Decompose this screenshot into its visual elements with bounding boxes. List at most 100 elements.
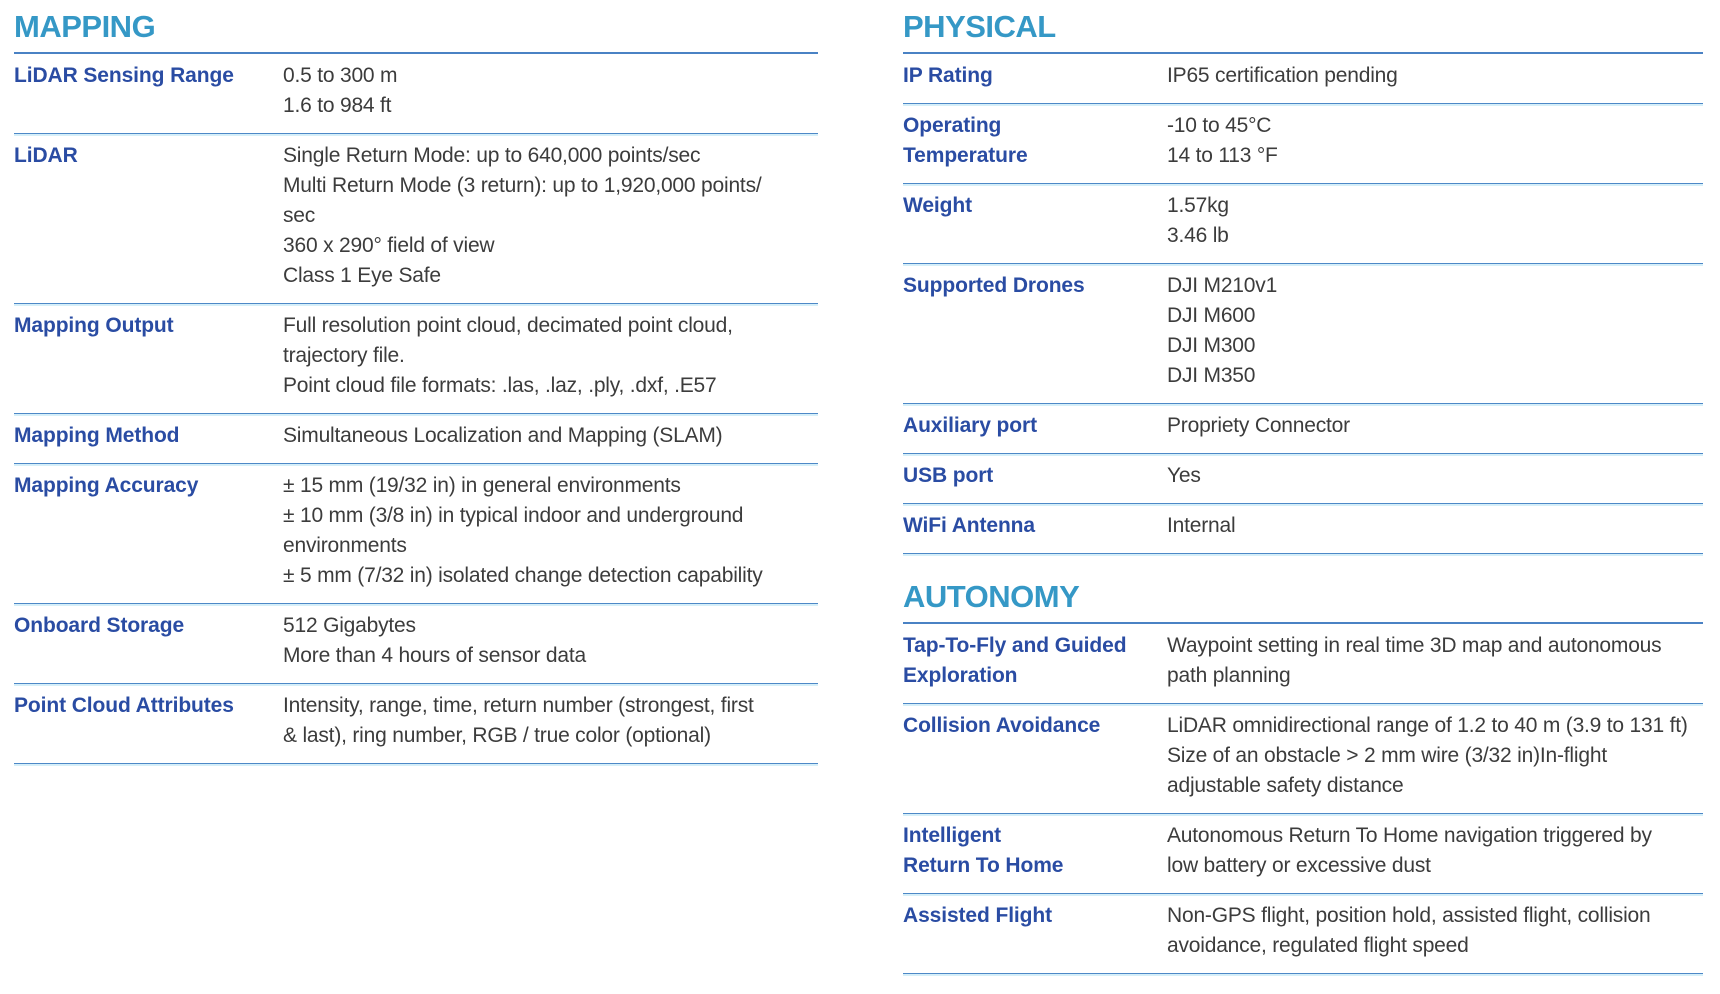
spec-value-line: sec [283,204,316,227]
spec-value-line: -10 to 45°C [1167,114,1272,137]
spec-label-line: Return To Home [903,854,1064,877]
spec-label-line: Mapping Accuracy [14,474,199,497]
spec-value: DJI M210v1 DJI M600 DJI M300 DJI M350 [1167,271,1703,391]
spec-label: IP Rating [903,61,1167,91]
spec-label-line: Mapping Output [14,314,174,337]
spec-label-line: LiDAR [14,144,78,167]
spec-value-line: environments [283,534,407,557]
spec-row: Operating Temperature -10 to 45°C 14 to 11… [903,104,1703,184]
spec-label-line: Onboard Storage [14,614,185,637]
spec-row: WiFi Antenna Internal [903,504,1703,554]
spec-value-line: ± 10 mm (3/8 in) in typical indoor and u… [283,504,744,527]
spec-value-line: Multi Return Mode (3 return): up to 1,92… [283,174,762,197]
spec-value: Intensity, range, time, return number (s… [283,691,818,751]
spec-value-line: path planning [1167,664,1291,687]
spec-label: Point Cloud Attributes [14,691,283,721]
spec-value: Full resolution point cloud, decimated p… [283,311,818,401]
spec-value-line: Internal [1167,514,1236,537]
spec-row: Weight 1.57kg 3.46 lb [903,184,1703,264]
spec-value-line: low battery or excessive dust [1167,854,1431,877]
spec-value: Non-GPS flight, position hold, assisted … [1167,901,1703,961]
spec-value: ± 15 mm (19/32 in) in general environmen… [283,471,818,591]
spec-value-line: Waypoint setting in real time 3D map and… [1167,634,1662,657]
spec-value: Simultaneous Localization and Mapping (S… [283,421,818,451]
spec-value-line: 1.57kg [1167,194,1229,217]
spec-row: USB port Yes [903,454,1703,504]
spec-label: Onboard Storage [14,611,283,641]
spec-value: IP65 certification pending [1167,61,1703,91]
spec-label: LiDAR [14,141,283,171]
spec-value-line: 3.46 lb [1167,224,1229,247]
spec-label: USB port [903,461,1167,491]
spec-label: Auxiliary port [903,411,1167,441]
spec-value-line: 14 to 113 °F [1167,144,1278,167]
section-rule [14,52,818,54]
spec-label: Weight [903,191,1167,221]
spec-value-line: Point cloud file formats: .las, .laz, .p… [283,374,717,397]
spec-section: MAPPING LiDAR Sensing Range 0.5 to 300 m… [14,8,818,764]
section-title: PHYSICAL [903,9,1056,44]
spec-value-line: DJI M350 [1167,364,1256,387]
spec-value: 0.5 to 300 m 1.6 to 984 ft [283,61,818,121]
spec-row: IP Rating IP65 certification pending [903,54,1703,104]
spec-label-line: IP Rating [903,64,993,87]
spec-value: Single Return Mode: up to 640,000 points… [283,141,818,291]
spec-value-line: More than 4 hours of sensor data [283,644,586,667]
spec-row: Mapping Accuracy ± 15 mm (19/32 in) in g… [14,464,818,604]
spec-value-line: ± 15 mm (19/32 in) in general environmen… [283,474,681,497]
spec-row: Collision Avoidance LiDAR omnidirectiona… [903,704,1703,814]
spec-value-line: avoidance, regulated flight speed [1167,934,1469,957]
spec-value-line: Class 1 Eye Safe [283,264,441,287]
section-rule [903,622,1703,624]
spec-label-line: Operating [903,114,1002,137]
spec-value-line: 360 x 290° field of view [283,234,495,257]
spec-row: Mapping Output Full resolution point clo… [14,304,818,414]
spec-value: 1.57kg 3.46 lb [1167,191,1703,251]
spec-value-line: Intensity, range, time, return number (s… [283,694,754,717]
spec-value-line: Full resolution point cloud, decimated p… [283,314,733,337]
spec-label: Mapping Output [14,311,283,341]
section-title: AUTONOMY [903,579,1080,614]
spec-value-line: Single Return Mode: up to 640,000 points… [283,144,701,167]
spec-label-line: Point Cloud Attributes [14,694,234,717]
spec-label: Operating Temperature [903,111,1167,171]
section-title: MAPPING [14,9,156,44]
spec-row: Assisted Flight Non-GPS flight, position… [903,894,1703,974]
spec-row: Point Cloud Attributes Intensity, range,… [14,684,818,764]
spec-rows: LiDAR Sensing Range 0.5 to 300 m 1.6 to 9… [14,54,818,764]
spec-value-line: 512 Gigabytes [283,614,416,637]
spec-value-line: DJI M600 [1167,304,1256,327]
spec-label: LiDAR Sensing Range [14,61,283,91]
spec-value-line: Non-GPS flight, position hold, assisted … [1167,904,1651,927]
spec-label: Intelligent Return To Home [903,821,1167,881]
spec-value: Waypoint setting in real time 3D map and… [1167,631,1703,691]
spec-row: Intelligent Return To Home Autonomous Ret… [903,814,1703,894]
spec-section: PHYSICAL IP Rating IP65 certification pe… [903,8,1703,554]
spec-row: Tap-To-Fly and Guided Exploration Waypoin… [903,624,1703,704]
spec-value: Yes [1167,461,1703,491]
spec-value-line: Yes [1167,464,1201,487]
spec-value-line: DJI M210v1 [1167,274,1278,297]
spec-value-line: ± 5 mm (7/32 in) isolated change detecti… [283,564,763,587]
spec-label-line: Mapping Method [14,424,180,447]
spec-column-right: PHYSICAL IP Rating IP65 certification pe… [903,0,1703,974]
spec-value-line: LiDAR omnidirectional range of 1.2 to 40… [1167,714,1688,737]
spec-value-line: 0.5 to 300 m [283,64,398,87]
spec-row: LiDAR Sensing Range 0.5 to 300 m 1.6 to 9… [14,54,818,134]
spec-value-line: Propriety Connector [1167,414,1350,437]
spec-value-line: Autonomous Return To Home navigation tri… [1167,824,1652,847]
spec-section: AUTONOMY Tap-To-Fly and Guided Exploratio… [903,578,1703,974]
spec-value-line: trajectory file. [283,344,405,367]
spec-label-line: LiDAR Sensing Range [14,64,234,87]
spec-value: Autonomous Return To Home navigation tri… [1167,821,1703,881]
spec-value-line: Size of an obstacle > 2 mm wire (3/32 in… [1167,744,1607,767]
spec-value: 512 Gigabytes More than 4 hours of sensor… [283,611,818,671]
spec-label: Assisted Flight [903,901,1167,931]
spec-rows: Tap-To-Fly and Guided Exploration Waypoin… [903,624,1703,974]
spec-value-line: Simultaneous Localization and Mapping (S… [283,424,723,447]
spec-row: LiDAR Single Return Mode: up to 640,000 … [14,134,818,304]
spec-value-line: IP65 certification pending [1167,64,1398,87]
spec-label: Mapping Method [14,421,283,451]
spec-row: Auxiliary port Propriety Connector [903,404,1703,454]
